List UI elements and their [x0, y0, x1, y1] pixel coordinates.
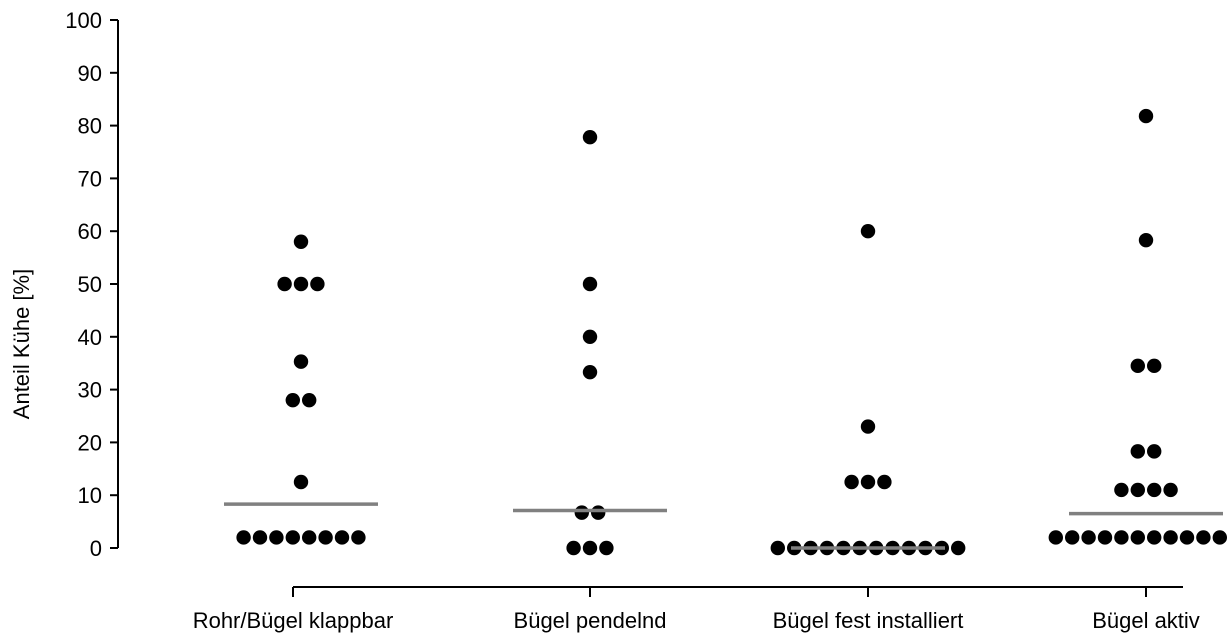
- data-point: [1196, 530, 1211, 545]
- data-point: [1114, 530, 1129, 545]
- y-tick-label: 30: [78, 378, 102, 403]
- x-tick-label: Bügel aktiv: [1092, 608, 1200, 633]
- data-point: [1097, 530, 1113, 545]
- data-point: [293, 474, 309, 490]
- data-point: [599, 540, 614, 556]
- data-point: [566, 540, 581, 556]
- data-point: [860, 224, 876, 239]
- y-tick-label: 60: [78, 219, 102, 244]
- data-point: [1147, 530, 1162, 545]
- data-point: [951, 540, 966, 556]
- data-point: [351, 530, 366, 545]
- data-point: [844, 474, 859, 490]
- y-tick-label: 80: [78, 114, 102, 139]
- data-point: [860, 474, 876, 490]
- data-point: [582, 540, 598, 556]
- data-points: [224, 108, 1228, 556]
- data-point: [1081, 530, 1096, 545]
- data-point: [318, 530, 333, 545]
- data-point: [860, 419, 876, 434]
- y-axis-title: Anteil Kühe [%]: [9, 269, 34, 419]
- y-tick-label: 10: [78, 483, 102, 508]
- y-axis: 0 10 20 30 40 50 60 70 80 90 100: [65, 8, 119, 561]
- data-point: [1048, 530, 1064, 545]
- data-point: [310, 276, 325, 292]
- data-point: [1179, 530, 1195, 545]
- y-tick-label: 50: [78, 272, 102, 297]
- y-tick-label: 0: [90, 536, 102, 561]
- data-point: [1147, 358, 1162, 374]
- data-point: [277, 276, 292, 292]
- data-point: [293, 234, 309, 249]
- data-point: [285, 392, 300, 408]
- data-point: [1147, 482, 1162, 498]
- y-tick-label: 20: [78, 430, 102, 455]
- data-point: [302, 392, 317, 408]
- data-point: [285, 530, 300, 545]
- data-point: [1114, 482, 1129, 498]
- data-point: [1130, 530, 1146, 545]
- data-point: [1163, 482, 1178, 498]
- data-point: [302, 530, 317, 545]
- x-tick-label: Rohr/Bügel klappbar: [193, 608, 394, 633]
- data-point: [1065, 530, 1080, 545]
- data-point: [1147, 444, 1162, 459]
- data-point: [252, 530, 268, 545]
- data-point: [877, 474, 892, 490]
- data-point: [236, 530, 251, 545]
- data-point: [582, 276, 598, 292]
- y-tick-label: 100: [65, 8, 102, 33]
- y-tick-label: 90: [78, 61, 102, 86]
- data-point: [574, 505, 589, 520]
- data-point: [1130, 482, 1146, 498]
- data-point: [582, 364, 598, 380]
- data-point: [269, 530, 284, 545]
- x-tick-label: Bügel pendelnd: [514, 608, 667, 633]
- data-point: [293, 276, 309, 292]
- data-point: [1130, 444, 1146, 459]
- data-point: [1163, 530, 1178, 545]
- data-point: [770, 540, 785, 556]
- data-point: [293, 354, 309, 369]
- x-axis: Rohr/Bügel klappbar Bügel pendelnd Bügel f…: [193, 586, 1200, 633]
- data-point: [334, 530, 350, 545]
- y-tick-label: 40: [78, 325, 102, 350]
- data-point: [1212, 530, 1228, 545]
- y-tick-label: 70: [78, 166, 102, 191]
- data-point: [1130, 358, 1146, 374]
- data-point: [582, 329, 598, 344]
- data-point: [1138, 232, 1154, 248]
- data-point: [1138, 108, 1154, 124]
- data-point: [591, 505, 606, 520]
- x-tick-label: Bügel fest installiert: [773, 608, 964, 633]
- data-point: [582, 130, 598, 145]
